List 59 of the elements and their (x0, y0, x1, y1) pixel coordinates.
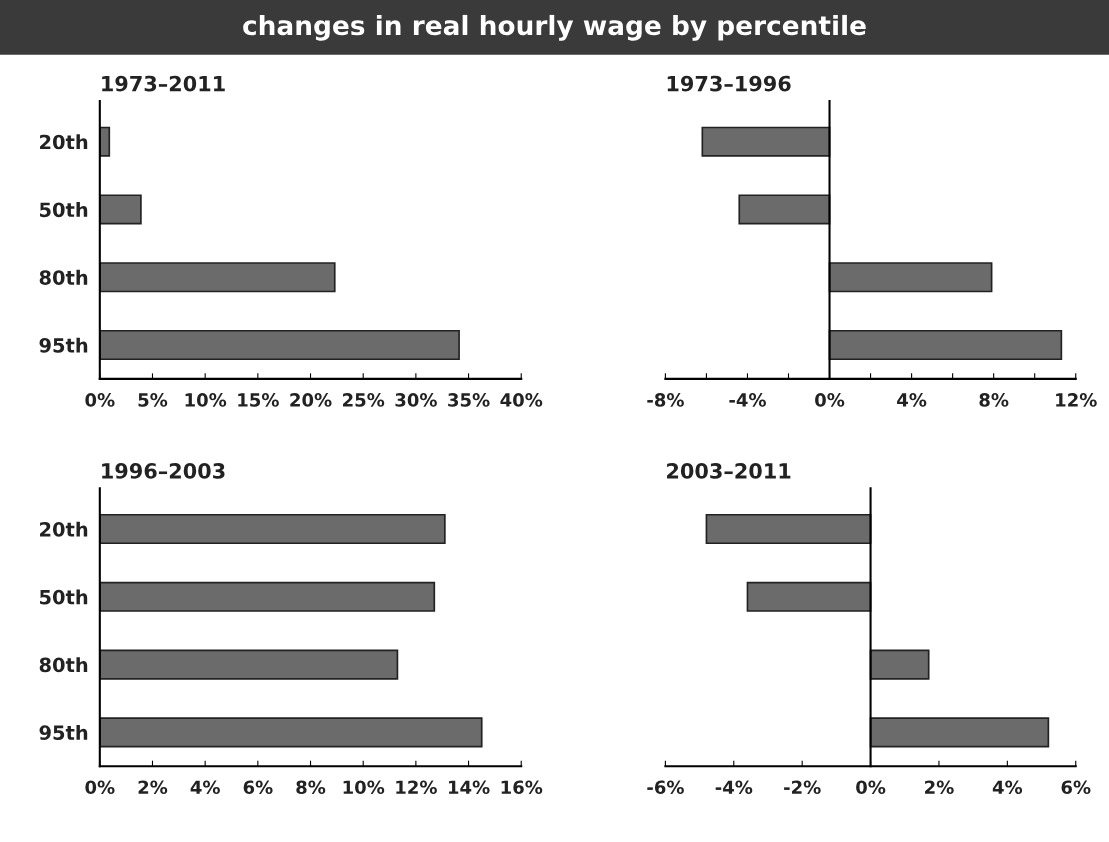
x-tick-label: 6% (243, 780, 273, 795)
x-tick-label: 2% (138, 780, 168, 795)
x-tick-label: -2% (784, 780, 821, 795)
x-tick-label: 4% (897, 393, 927, 407)
x-tick-label: 30% (395, 393, 437, 407)
y-tick-label: 80th (39, 269, 88, 285)
x-tick-label: 4% (992, 780, 1023, 795)
chart-title: 1973–1996 (667, 75, 791, 92)
x-tick-label: -4% (729, 393, 766, 407)
bar (99, 649, 399, 680)
x-tick-label: 0% (85, 393, 115, 407)
x-tick-label: -6% (647, 780, 684, 795)
x-tick-label: 25% (343, 393, 385, 407)
bar (99, 717, 483, 748)
x-tick-label: 4% (190, 780, 220, 795)
x-tick-label: 2% (925, 780, 954, 795)
y-tick-label: 80th (39, 657, 88, 673)
y-tick-label: 20th (40, 134, 88, 150)
bar (99, 329, 460, 361)
x-tick-label: 8% (979, 393, 1009, 407)
x-tick-label: 20% (290, 393, 332, 407)
x-tick-label: 0% (856, 780, 886, 795)
bar (738, 194, 831, 225)
bar (828, 262, 993, 293)
bar (869, 649, 930, 680)
text: changes in real hourly wage by percentile (243, 14, 866, 41)
x-tick-label: 35% (448, 393, 490, 407)
bar (99, 262, 336, 293)
y-tick-label: 95th (39, 724, 88, 740)
x-tick-label: 0% (815, 393, 845, 407)
x-tick-label: 12% (1056, 393, 1097, 407)
x-tick-label: 6% (1061, 780, 1091, 795)
y-tick-label: 50th (40, 202, 88, 218)
x-tick-label: -4% (715, 780, 753, 795)
chart-title: 2003–2011 (667, 463, 791, 479)
x-tick-label: 5% (138, 393, 168, 407)
y-tick-label: 50th (40, 589, 88, 605)
bar (705, 513, 872, 545)
chart-title: 1996–2003 (102, 463, 225, 479)
y-tick-label: 20th (40, 521, 88, 537)
x-tick-label: 15% (238, 393, 279, 407)
bar (99, 513, 446, 545)
bar (746, 581, 872, 612)
x-tick-label: 8% (296, 780, 326, 795)
bar (869, 717, 1050, 748)
bar (828, 329, 1063, 361)
x-tick-label: 10% (185, 393, 227, 407)
bar (99, 581, 436, 612)
bar (701, 126, 831, 157)
x-tick-label: 12% (396, 780, 437, 795)
x-tick-label: 10% (343, 780, 385, 795)
x-tick-label: 0% (85, 780, 115, 795)
x-tick-label: 40% (500, 393, 543, 407)
x-tick-label: -8% (647, 393, 684, 407)
x-tick-label: 14% (448, 780, 490, 795)
x-tick-label: 16% (501, 780, 543, 795)
chart-title: 1973–2011 (102, 75, 225, 92)
bar (99, 194, 142, 225)
y-tick-label: 95th (39, 337, 88, 353)
